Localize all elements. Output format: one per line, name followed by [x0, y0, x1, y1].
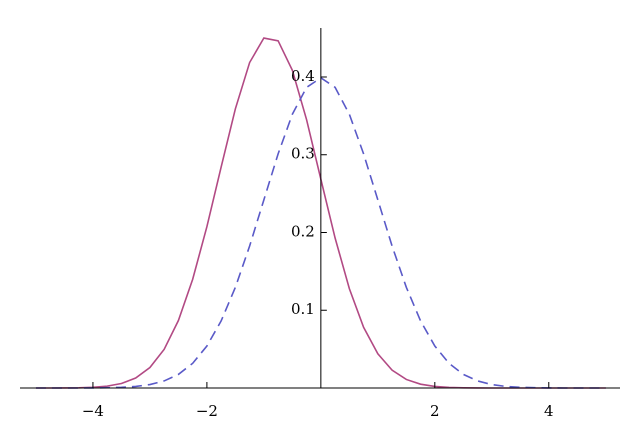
x-tick-label: 2 — [430, 402, 440, 420]
x-tick-label: 4 — [544, 402, 554, 420]
y-tick-label: 0.3 — [291, 145, 315, 163]
y-tick-label: 0.2 — [291, 222, 315, 240]
y-tick-label: 0.1 — [291, 300, 315, 318]
x-tick-label: −4 — [82, 402, 104, 420]
x-tick-label: −2 — [196, 402, 218, 420]
y-tick-label: 0.4 — [291, 67, 315, 85]
